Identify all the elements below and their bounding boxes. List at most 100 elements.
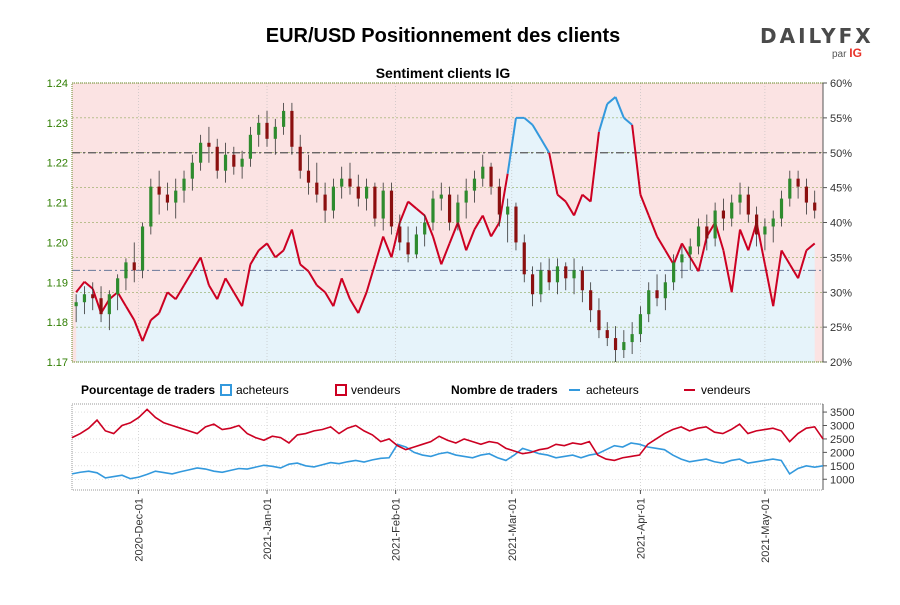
- left-axis-tick-label: 1.19: [47, 277, 68, 289]
- candle-body: [82, 294, 87, 303]
- right-axis-tick-label: 35%: [830, 252, 852, 264]
- right-axis-tick-label: 60%: [830, 78, 852, 90]
- candle-body: [99, 298, 103, 315]
- sentiment-line-segment: [290, 229, 302, 265]
- x-axis-tick-label: 2021-Apr-01: [635, 498, 647, 559]
- candle-body: [763, 226, 767, 235]
- sentiment-line-segment: [316, 284, 326, 294]
- candle-body: [539, 270, 543, 295]
- buyers-area: [76, 96, 815, 362]
- candle-body: [555, 266, 560, 283]
- candle-body: [564, 266, 568, 279]
- candle-body: [149, 186, 153, 227]
- sentiment-line-segment: [216, 277, 227, 300]
- sentiment-line-segment: [805, 242, 816, 252]
- candle-body: [273, 126, 277, 139]
- candle-body: [622, 342, 626, 351]
- sentiment-line-segment: [548, 152, 559, 195]
- candle-body: [481, 166, 485, 179]
- right-axis-tick-label: 55%: [830, 113, 852, 125]
- left-axis-tick-label: 1.18: [47, 317, 68, 329]
- candle-body: [174, 190, 178, 203]
- count-sellers-line: [71, 408, 824, 462]
- sentiment-line-segment: [697, 236, 708, 272]
- sentiment-line-segment: [258, 242, 268, 252]
- candle-body: [190, 162, 194, 179]
- sentiment-line-segment: [631, 124, 642, 195]
- candle-body: [472, 178, 477, 191]
- candle-body: [506, 206, 510, 215]
- candle-body: [788, 178, 792, 199]
- candle-body: [406, 242, 410, 255]
- candle-body: [157, 186, 161, 195]
- candle-body: [705, 226, 709, 239]
- candle-body: [613, 338, 618, 351]
- x-axis-tick-label: 2020-Dec-01: [133, 498, 145, 562]
- sentiment-line-segment: [606, 96, 617, 105]
- candle-body: [497, 186, 501, 215]
- sub-axis-tick-label: 3500: [830, 407, 854, 419]
- sentiment-line-segment: [208, 284, 219, 300]
- candle-body: [356, 186, 360, 199]
- candle-body: [439, 194, 443, 199]
- sentiment-line-segment: [589, 131, 600, 202]
- sentiment-line-segment: [614, 96, 625, 119]
- candle-body: [423, 222, 427, 235]
- sentiment-line-segment: [299, 263, 310, 273]
- candle-body: [132, 262, 136, 271]
- candle-body: [91, 294, 95, 299]
- candle-body: [638, 314, 643, 335]
- candle-body: [431, 198, 435, 223]
- sentiment-line-segment: [324, 291, 335, 307]
- candle-body: [813, 202, 817, 211]
- candle-body: [74, 302, 78, 307]
- sentiment-line-segment: [423, 215, 434, 237]
- sentiment-line-segment: [266, 242, 277, 258]
- legend-pct-buyers: acheteurs: [236, 383, 289, 397]
- count-buyers-line: [71, 442, 824, 480]
- sub-axis-tick-label: 1500: [830, 461, 854, 473]
- sub-axis-tick-label: 3000: [830, 421, 854, 433]
- candle-body: [696, 226, 701, 247]
- sentiment-line-segment: [772, 250, 783, 307]
- candle-body: [447, 194, 452, 223]
- candle-body: [223, 154, 228, 171]
- candle-body: [680, 254, 684, 263]
- sentiment-line-segment: [639, 194, 650, 216]
- candle-body: [489, 166, 493, 187]
- candle-body: [771, 218, 775, 227]
- sentiment-line-segment: [398, 201, 410, 223]
- sentiment-line-segment: [365, 264, 376, 293]
- candle-body: [597, 310, 601, 331]
- left-axis-tick-label: 1.20: [47, 237, 68, 249]
- left-axis-tick-label: 1.23: [47, 118, 68, 130]
- candle-body: [746, 194, 750, 215]
- sentiment-line-segment: [722, 250, 733, 293]
- sentiment-line-segment: [83, 281, 94, 290]
- sentiment-line-segment: [191, 256, 202, 272]
- candle-body: [373, 186, 377, 219]
- candle-body: [298, 146, 302, 171]
- candle-body: [232, 154, 236, 167]
- candle-body: [398, 226, 402, 243]
- sentiment-line-segment: [456, 222, 468, 251]
- candle-body: [514, 206, 518, 243]
- sentiment-line-segment: [432, 236, 443, 265]
- sub-plot-frame: [71, 403, 824, 491]
- right-axis-tick-label: 30%: [830, 287, 852, 299]
- brand-logo: DAILYFX par IG: [760, 24, 871, 60]
- candle-body: [282, 110, 286, 127]
- candle-body: [215, 146, 219, 171]
- candle-body: [547, 270, 551, 283]
- right-axis-tick-label: 50%: [830, 148, 852, 160]
- sentiment-line-segment: [672, 243, 683, 265]
- legend-pct-buyers-swatch: [220, 384, 232, 396]
- sentiment-line-segment: [730, 229, 742, 293]
- x-axis-tick-label: 2021-May-01: [760, 498, 772, 563]
- sentiment-line-segment: [232, 291, 243, 307]
- sentiment-line-segment: [763, 264, 775, 307]
- sentiment-line-segment: [75, 281, 86, 293]
- x-axis-tick-label: 2021-Mar-01: [507, 498, 519, 561]
- candle-body: [730, 202, 734, 219]
